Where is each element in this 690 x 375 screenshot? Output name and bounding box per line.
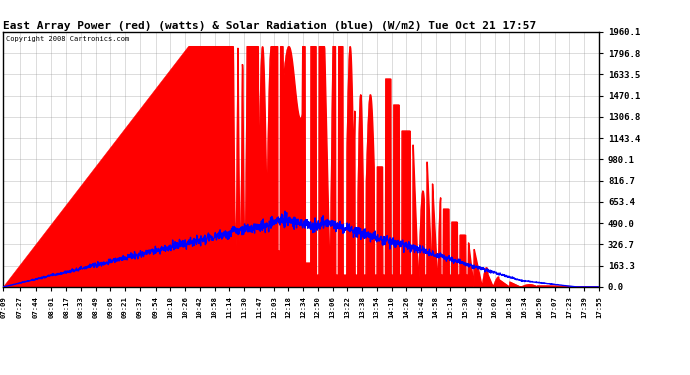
Text: East Array Power (red) (watts) & Solar Radiation (blue) (W/m2) Tue Oct 21 17:57: East Array Power (red) (watts) & Solar R…	[3, 21, 537, 31]
Text: Copyright 2008 Cartronics.com: Copyright 2008 Cartronics.com	[6, 36, 130, 42]
